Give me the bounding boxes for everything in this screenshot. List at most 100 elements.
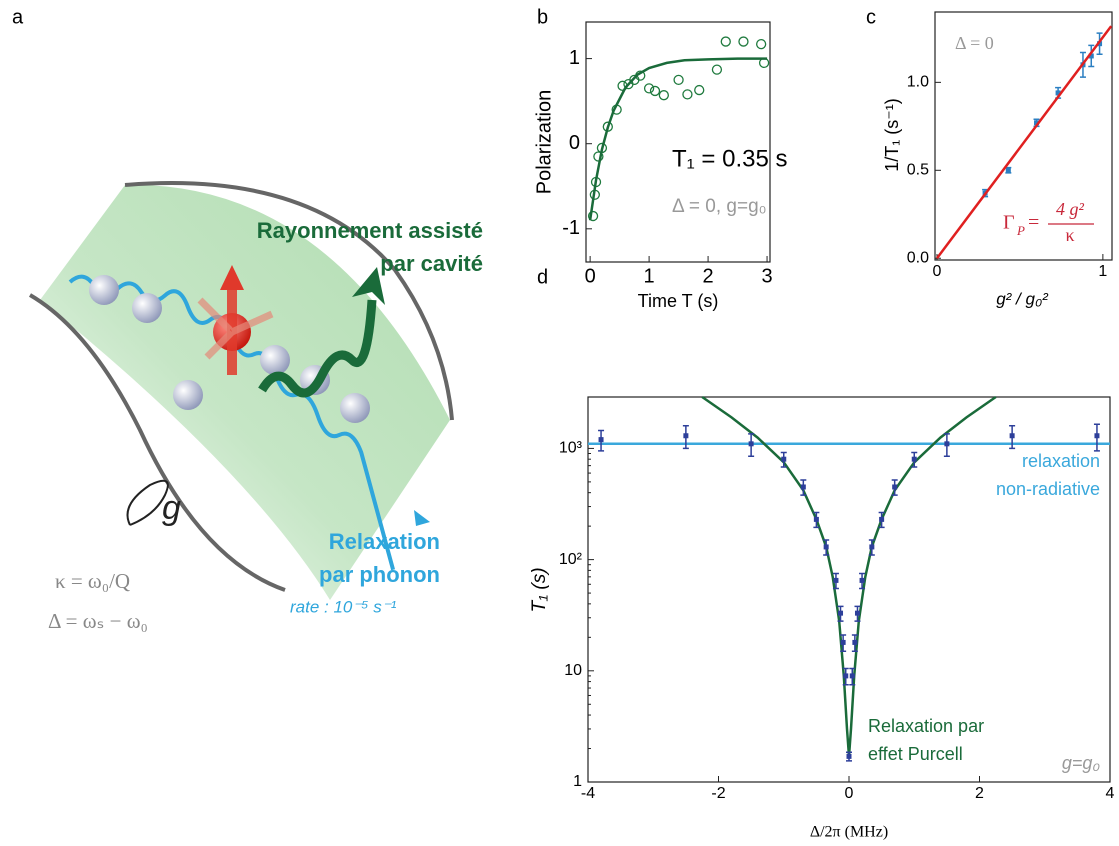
emission-wave (258, 299, 377, 398)
mirror-left (28, 293, 286, 592)
phonon-label: Relaxation (329, 529, 440, 554)
data-point (781, 456, 787, 462)
y-tick-label: 1 (569, 47, 580, 69)
annotation: Δ = 0, g=g₀ (672, 196, 767, 217)
data-point (1034, 120, 1040, 126)
data-point (1009, 433, 1015, 439)
kappa-definition: κ = ω₀/Q (55, 569, 130, 593)
data-point (1055, 90, 1061, 96)
annotation: g=g₀ (1062, 753, 1101, 773)
x-axis-label: g² / g₀² (996, 289, 1049, 308)
x-tick-label: -2 (711, 785, 725, 802)
x-tick-label: 0 (933, 263, 942, 280)
x-tick-label: 1 (644, 265, 655, 287)
lattice-atom (340, 393, 370, 423)
x-tick-label: 2 (703, 265, 714, 287)
emission-label: Rayonnement assisté (257, 218, 483, 243)
panel-label: b (537, 6, 548, 28)
data-point (673, 74, 684, 86)
data-point (593, 151, 604, 162)
phonon-arrowhead (414, 510, 430, 526)
data-point (683, 433, 689, 439)
fit-line (588, 57, 768, 221)
mirror-right (124, 181, 454, 421)
data-point (720, 36, 731, 47)
fit-line (701, 395, 997, 757)
panel-label: a (12, 6, 24, 28)
cavity-diagram (28, 181, 454, 601)
formula: P (1016, 223, 1025, 238)
panel-label: d (537, 266, 548, 288)
data-point (911, 456, 917, 462)
formula: Γ (1003, 212, 1015, 234)
data-point (756, 38, 767, 50)
annotation: T₁ = 0.35 s (672, 145, 788, 172)
data-point (711, 64, 723, 75)
annotation: Relaxation par (868, 716, 984, 736)
y-tick-label: 1 (573, 773, 582, 790)
lattice-atom (132, 293, 162, 323)
x-tick-label: -4 (581, 785, 595, 802)
cavity-mode (40, 184, 450, 601)
emission-label: par cavité (380, 251, 483, 276)
data-point (879, 516, 885, 522)
annotation: relaxation (1022, 451, 1100, 471)
data-point (694, 84, 705, 96)
y-axis-label: 1/T₁ (s⁻¹) (882, 98, 902, 172)
x-tick-label: 4 (1106, 785, 1115, 802)
y-tick-label: 10 (564, 662, 582, 679)
y-tick-label: 1.0 (907, 74, 929, 91)
data-point (840, 639, 846, 645)
plot-frame (934, 11, 1113, 261)
spin-arrowhead (220, 265, 244, 290)
emission-arrowhead (352, 267, 385, 305)
formula: 4 g² (1056, 199, 1085, 219)
data-point (833, 577, 839, 583)
y-axis-label: T₁ (s) (529, 567, 550, 612)
x-tick-label: 1 (1098, 263, 1107, 280)
coupling-symbol: g (162, 489, 181, 527)
y-tick-label: 0.5 (907, 162, 929, 179)
data-point (869, 544, 875, 550)
data-point (1094, 433, 1100, 439)
y-tick-label: -1 (562, 217, 580, 239)
y-tick-label: 10³ (559, 440, 583, 457)
detuning-definition: Δ = ωₛ − ω₀ (48, 609, 148, 633)
data-point (800, 484, 806, 490)
data-point (643, 83, 655, 94)
phonon-rate: rate : 10⁻⁵ s⁻¹ (290, 597, 397, 616)
lattice-atom (89, 275, 119, 305)
plot-frame (585, 21, 771, 263)
data-point (823, 544, 829, 550)
data-point (649, 85, 661, 97)
annotation: effet Purcell (868, 744, 963, 764)
data-point (813, 516, 819, 522)
y-tick-label: 10² (559, 551, 583, 568)
y-axis-label: Polarization (533, 90, 555, 195)
data-point (658, 90, 669, 101)
data-point (1005, 167, 1011, 173)
data-point (1088, 53, 1094, 59)
y-tick-label: 0.0 (907, 249, 929, 266)
panel-label: c (866, 6, 876, 28)
lattice-atom (173, 380, 203, 410)
x-tick-label: 0 (845, 785, 854, 802)
data-point (846, 753, 852, 759)
data-point (854, 610, 860, 616)
coupling-loop (126, 479, 169, 526)
y-tick-label: 0 (569, 132, 580, 154)
data-point (852, 639, 858, 645)
data-point (944, 441, 950, 447)
x-tick-label: 2 (975, 785, 984, 802)
phonon-label: par phonon (319, 562, 440, 587)
fit-line (936, 25, 1113, 259)
lattice-atom (260, 345, 290, 375)
x-tick-label: 3 (761, 265, 772, 287)
annotation: Δ = 0 (955, 33, 994, 53)
data-point (849, 673, 855, 679)
spin-precession (197, 297, 274, 360)
annotation: non-radiative (996, 479, 1100, 499)
formula: = (1028, 212, 1039, 234)
data-point (738, 36, 749, 47)
